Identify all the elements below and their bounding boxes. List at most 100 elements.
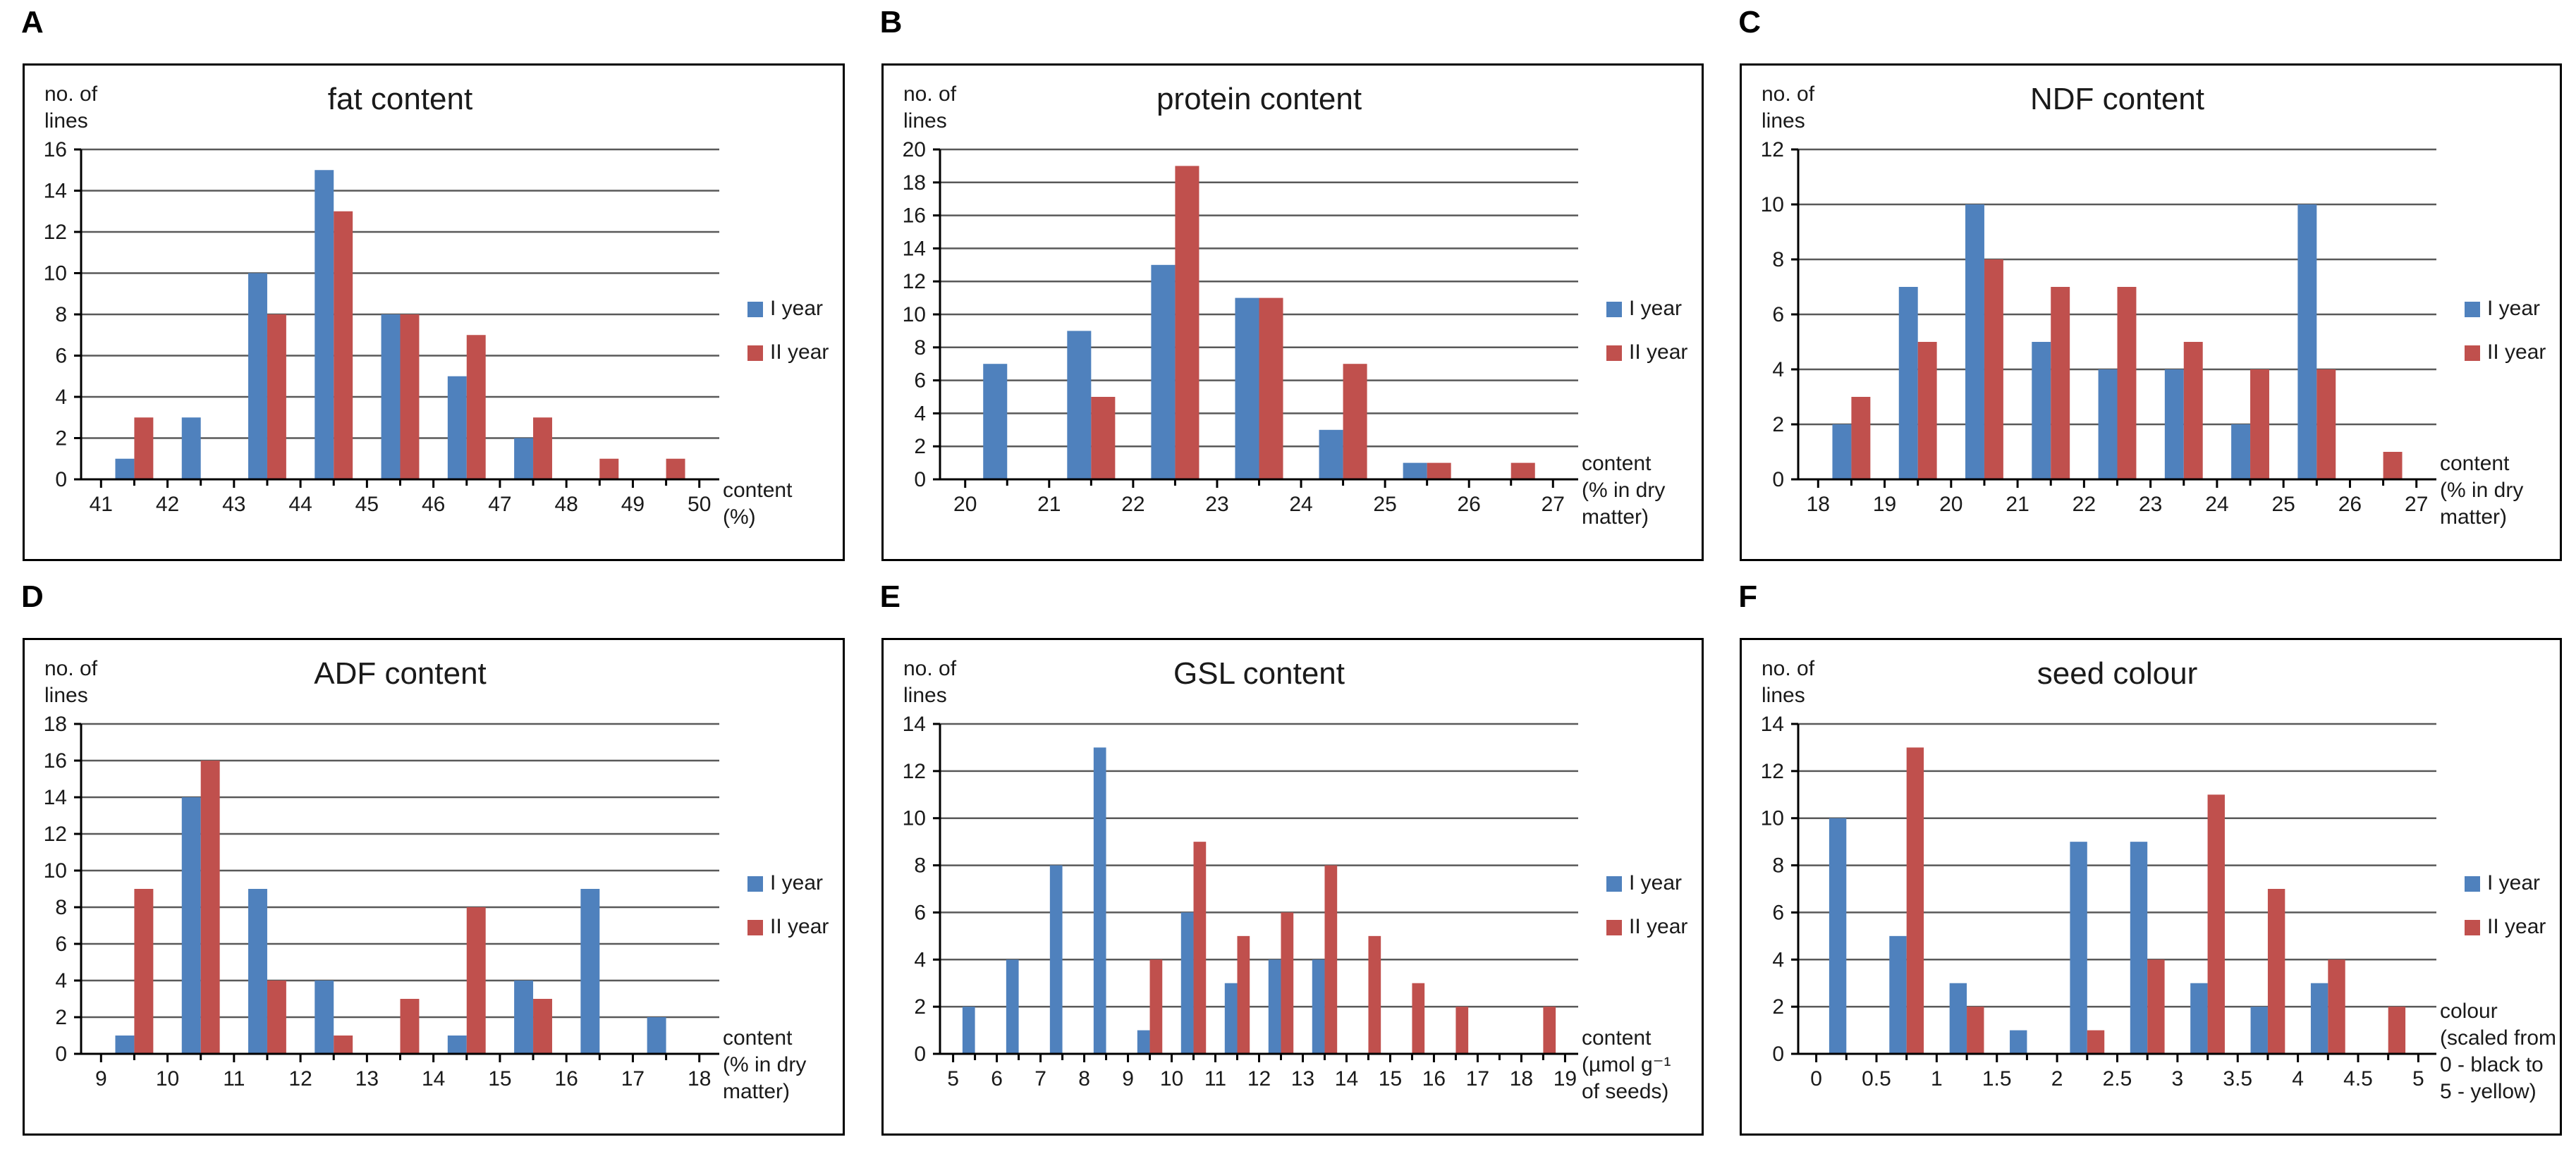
- y-tick-label: 4: [55, 969, 67, 993]
- y-axis-title-line: lines: [903, 109, 947, 133]
- bar-year1-6: [514, 981, 534, 1054]
- x-axis-unit-label-line: colour: [2440, 1000, 2498, 1023]
- chart-title: ADF content: [314, 656, 487, 691]
- y-tick-label: 2: [914, 435, 926, 458]
- x-tick-label: 20: [1939, 493, 1962, 516]
- y-tick-label: 4: [1773, 948, 1785, 971]
- bar-year1-2: [1949, 983, 1967, 1054]
- y-tick-label: 10: [1761, 193, 1784, 216]
- y-axis-title-line: lines: [1762, 684, 1805, 707]
- x-tick-label: 43: [222, 493, 245, 516]
- chart-frame: 0 2 4 6 8 10 12 14 16 18 20 20 21 22 23 24 25 26 27 protein…: [881, 63, 1704, 561]
- bar-year1-4: [2098, 369, 2118, 479]
- bar-year1-4: [1137, 1030, 1150, 1054]
- bar-year1-0: [115, 458, 135, 479]
- y-tick-label: 16: [44, 749, 67, 773]
- bar-year2-2: [1984, 259, 2004, 479]
- bar-year1-0: [115, 1036, 135, 1054]
- x-tick-label: 48: [554, 493, 578, 516]
- y-axis-title-line: no. of: [1762, 657, 1815, 680]
- y-axis-title-line: no. of: [44, 657, 98, 680]
- x-tick-label: 46: [422, 493, 445, 516]
- bar-year2-8: [666, 458, 685, 479]
- x-tick-label: 10: [156, 1067, 179, 1090]
- bar-year2-4: [2117, 287, 2137, 479]
- bar-year1-2: [248, 273, 267, 479]
- x-tick-label: 44: [288, 493, 312, 516]
- bar-year1-2: [248, 889, 267, 1054]
- x-tick-label: 47: [488, 493, 511, 516]
- bar-year2-5: [466, 907, 486, 1054]
- legend-label: II year: [1629, 340, 1687, 364]
- bar-year1-5: [1403, 462, 1427, 479]
- bar-year2-2: [1175, 166, 1200, 479]
- x-axis-unit-label-line: content: [1582, 1026, 1652, 1050]
- bar-year1-1: [181, 797, 201, 1054]
- x-tick-label: 16: [1422, 1067, 1445, 1090]
- x-tick-label: 5: [2412, 1067, 2424, 1090]
- x-tick-label: 15: [488, 1067, 511, 1090]
- y-axis-title-line: no. of: [44, 82, 98, 106]
- chart-seed-colour: 0 2 4 6 8 10 12 14 0 0.5 1 1.5 2 2.5 3 3.5 4 4.5 5 seed col…: [1761, 656, 2556, 1103]
- legend-label: I year: [1629, 871, 1682, 895]
- bar-year1-0: [962, 1007, 975, 1054]
- chart-title: protein content: [1156, 82, 1362, 116]
- bar-year2-8: [1324, 865, 1337, 1054]
- legend-swatch-year2: [2465, 920, 2481, 935]
- x-tick-label: 8: [1078, 1067, 1090, 1090]
- x-tick-label: 3: [2172, 1067, 2184, 1090]
- legend-swatch-year1: [1606, 876, 1622, 892]
- x-tick-label: 24: [1289, 493, 1312, 516]
- chart-adf-content: 0 2 4 6 8 10 12 14 16 18 9 10 11 12 13 14 15 16 17 18 ADF co…: [44, 656, 829, 1103]
- x-tick-label: 13: [355, 1067, 379, 1090]
- x-tick-label: 9: [1122, 1067, 1134, 1090]
- x-axis-unit-label-line: matter): [2440, 505, 2507, 529]
- bar-year1-2: [1965, 204, 1985, 479]
- y-tick-label: 12: [1761, 138, 1784, 161]
- legend-label: II year: [770, 340, 829, 364]
- bar-year2-7: [1281, 912, 1293, 1054]
- y-tick-label: 10: [902, 807, 925, 830]
- legend-label: II year: [2487, 915, 2546, 938]
- bar-year1-6: [2190, 983, 2208, 1054]
- y-tick-label: 0: [1773, 1043, 1785, 1066]
- x-tick-label: 22: [1121, 493, 1144, 516]
- bar-year2-2: [267, 981, 286, 1054]
- bar-year2-5: [466, 335, 486, 479]
- y-tick-label: 2: [55, 427, 67, 450]
- bar-year1-6: [514, 438, 534, 479]
- chart-title: GSL content: [1173, 656, 1345, 691]
- bar-year2-9: [1368, 935, 1381, 1054]
- x-tick-label: 11: [223, 1067, 245, 1090]
- bar-year1-3: [1093, 747, 1106, 1054]
- bar-year2-6: [1237, 935, 1250, 1054]
- x-axis-unit-label-line: content: [2440, 452, 2510, 475]
- x-tick-label: 23: [2139, 493, 2162, 516]
- x-tick-label: 4.5: [2343, 1067, 2373, 1090]
- x-tick-label: 14: [422, 1067, 445, 1090]
- panel-letter: F: [1738, 579, 1758, 614]
- y-tick-label: 14: [902, 237, 925, 260]
- x-tick-label: 27: [1541, 493, 1564, 516]
- bar-year2-1: [1906, 747, 1924, 1054]
- bar-year1-3: [315, 170, 334, 479]
- x-tick-label: 2.5: [2103, 1067, 2132, 1090]
- y-tick-label: 12: [1761, 760, 1784, 783]
- x-tick-label: 19: [1553, 1067, 1576, 1090]
- y-tick-label: 6: [1773, 901, 1785, 924]
- x-axis-unit-label-line: (% in dry: [723, 1053, 806, 1076]
- y-tick-label: 0: [914, 468, 926, 491]
- bar-year2-6: [2250, 369, 2270, 479]
- bar-year2-8: [2383, 452, 2403, 479]
- x-tick-label: 25: [2272, 493, 2295, 516]
- legend-label: I year: [770, 297, 823, 320]
- y-axis-title-line: lines: [44, 684, 88, 707]
- x-axis-unit-label-line: (% in dry: [1582, 479, 1665, 502]
- legend-label: I year: [770, 871, 823, 895]
- y-axis-title-line: no. of: [903, 82, 957, 106]
- legend-swatch-year1: [2465, 876, 2481, 892]
- bar-year1-2: [1150, 264, 1176, 479]
- bar-year1-5: [447, 376, 467, 479]
- x-tick-label: 26: [1457, 493, 1480, 516]
